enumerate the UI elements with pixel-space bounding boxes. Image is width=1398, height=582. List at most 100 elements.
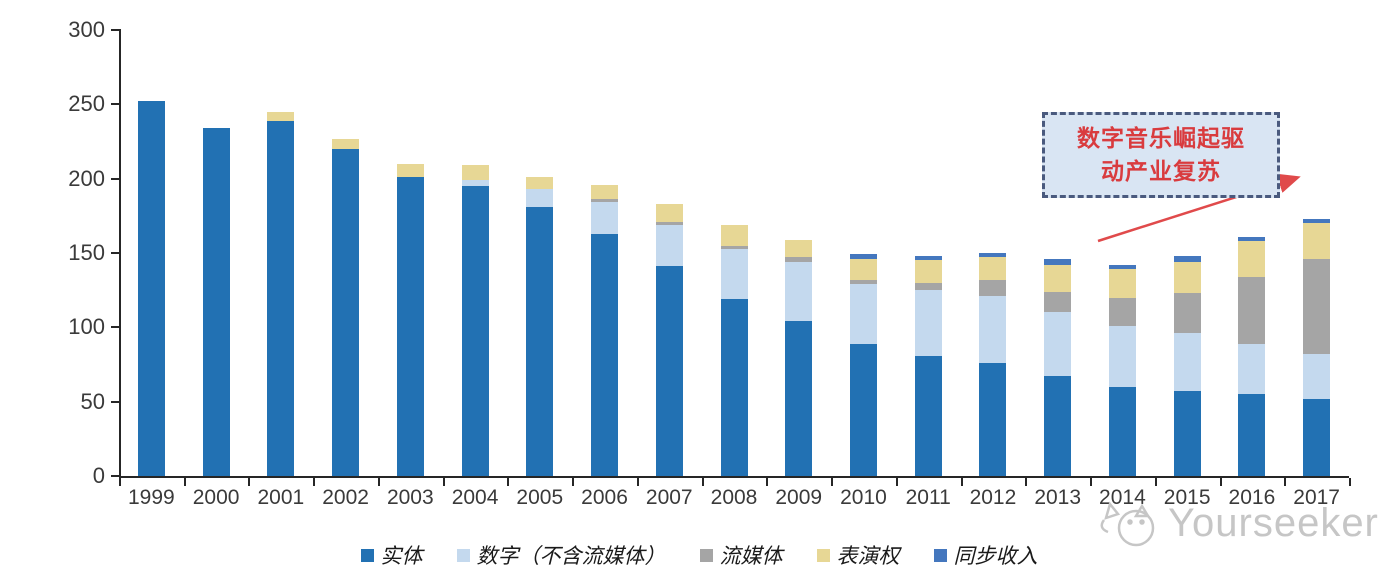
bar-2007	[655, 203, 683, 476]
y-tick	[111, 326, 120, 329]
bar-segment-表演权	[1044, 264, 1072, 292]
bar-2014	[1108, 264, 1136, 476]
legend-swatch	[699, 548, 713, 562]
bar-segment-实体	[1044, 376, 1072, 476]
bar-segment-流媒体	[1173, 293, 1201, 334]
bar-segment-数字（不含流媒体）	[1238, 343, 1266, 395]
bar-segment-流媒体	[655, 221, 683, 225]
y-tick	[111, 252, 120, 254]
bar-2004	[461, 165, 489, 476]
x-tick	[831, 478, 834, 486]
legend-item: 流媒体	[699, 540, 783, 570]
bar-segment-表演权	[979, 257, 1007, 280]
legend-label: 实体	[380, 545, 423, 568]
bar-segment-数字（不含流媒体）	[1303, 354, 1331, 399]
bar-segment-实体	[849, 343, 877, 476]
x-tick-label: 2001	[257, 486, 305, 509]
x-tick	[377, 478, 380, 486]
bar-segment-实体	[1108, 386, 1136, 476]
x-tick	[572, 478, 575, 486]
bar-segment-数字（不含流媒体）	[526, 189, 554, 207]
bar-segment-表演权	[1108, 269, 1136, 298]
bar-segment-实体	[396, 177, 424, 476]
legend-label: 表演权	[836, 545, 900, 568]
watermark: Yourseeker	[1096, 498, 1379, 548]
bar-segment-表演权	[526, 177, 554, 190]
x-tick-label: 2012	[969, 486, 1017, 509]
cat-logo-icon	[1100, 501, 1155, 547]
bar-segment-数字（不含流媒体）	[461, 180, 489, 187]
x-tick-label: 2013	[1034, 486, 1082, 509]
annotation-callout: 数字音乐崛起驱 动产业复苏	[1042, 112, 1280, 198]
bar-segment-实体	[785, 321, 813, 476]
y-axis-line	[119, 29, 121, 478]
bar-segment-数字（不含流媒体）	[591, 202, 619, 234]
legend-label: 数字（不含流媒体）	[476, 545, 666, 568]
bar-segment-表演权	[267, 111, 295, 121]
x-tick	[766, 478, 769, 486]
y-tick	[111, 177, 120, 180]
bar-2005	[526, 177, 554, 476]
chart-legend: 实体 数字（不含流媒体） 流媒体 表演权 同步收入	[0, 540, 1398, 570]
bar-segment-同步收入	[1173, 255, 1201, 262]
bar-segment-同步收入	[1108, 264, 1136, 270]
bar-segment-数字（不含流媒体）	[849, 284, 877, 344]
bar-segment-表演权	[396, 163, 424, 178]
bar-segment-表演权	[655, 203, 683, 222]
bar-segment-实体	[1238, 394, 1266, 476]
bar-segment-表演权	[1238, 241, 1266, 277]
bar-2003	[396, 163, 424, 476]
annotation-line-2: 动产业复苏	[1101, 158, 1221, 184]
bar-segment-流媒体	[1044, 291, 1072, 313]
legend-label: 流媒体	[719, 545, 783, 568]
bar-segment-实体	[137, 101, 165, 476]
x-axis-line	[119, 476, 1349, 478]
bar-segment-数字（不含流媒体）	[1173, 333, 1201, 392]
x-tick	[119, 478, 121, 486]
bar-segment-流媒体	[591, 199, 619, 203]
bar-segment-实体	[591, 233, 619, 476]
x-tick-label: 2017	[1293, 486, 1340, 509]
bar-segment-实体	[979, 362, 1007, 476]
bar-2009	[785, 239, 813, 476]
y-tick-label: 100	[68, 314, 105, 340]
bar-segment-同步收入	[849, 254, 877, 259]
x-tick-label: 2004	[451, 486, 499, 509]
x-tick	[1154, 478, 1157, 486]
bar-segment-数字（不含流媒体）	[720, 248, 748, 300]
bar-segment-数字（不含流媒体）	[1108, 325, 1136, 387]
x-tick	[895, 478, 898, 486]
bar-segment-流媒体	[914, 282, 942, 291]
bar-segment-同步收入	[1044, 258, 1072, 265]
bar-segment-数字（不含流媒体）	[914, 290, 942, 356]
x-tick	[507, 478, 510, 486]
x-tick	[313, 478, 316, 486]
legend-label: 同步收入	[953, 545, 1038, 568]
legend-swatch	[456, 548, 470, 562]
bar-segment-流媒体	[849, 279, 877, 285]
bar-2008	[720, 224, 748, 476]
bar-segment-数字（不含流媒体）	[1044, 312, 1072, 377]
bar-2016	[1238, 236, 1266, 476]
bar-segment-实体	[202, 128, 230, 476]
y-tick-label: 250	[68, 91, 105, 117]
legend-swatch	[816, 548, 830, 562]
bar-segment-表演权	[914, 260, 942, 283]
x-tick-label: 2009	[775, 486, 823, 509]
y-tick-label: 200	[68, 165, 105, 191]
x-tick	[1284, 478, 1287, 486]
x-tick-label: 2010	[840, 486, 887, 509]
legend-swatch	[933, 548, 947, 562]
bar-1999	[137, 101, 165, 476]
x-tick	[636, 478, 639, 486]
bar-2012	[979, 253, 1007, 476]
x-tick-label: 2008	[710, 486, 758, 509]
x-tick-label: 2011	[905, 486, 951, 509]
bar-segment-实体	[1173, 391, 1201, 476]
y-tick	[111, 29, 120, 31]
bar-segment-实体	[332, 148, 360, 476]
x-tick	[1349, 478, 1351, 486]
bar-segment-表演权	[1303, 223, 1331, 259]
x-tick	[701, 478, 704, 486]
